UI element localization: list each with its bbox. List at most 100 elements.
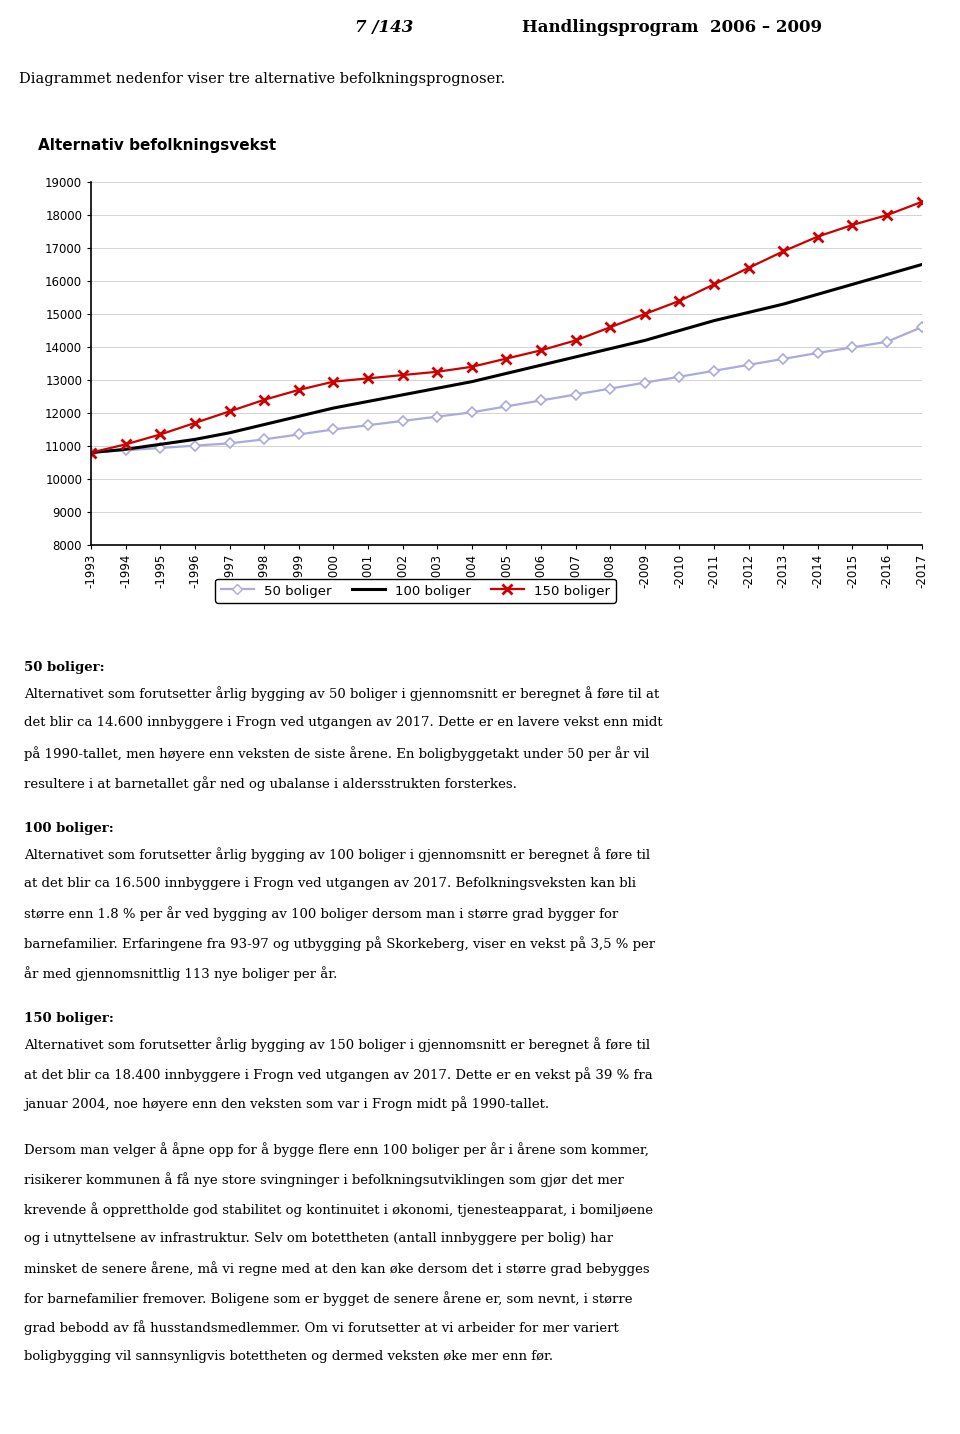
Text: på 1990-tallet, men høyere enn veksten de siste årene. En boligbyggetakt under 5: på 1990-tallet, men høyere enn veksten d…: [24, 746, 649, 761]
Line: 150 boliger: 150 boliger: [86, 196, 926, 457]
Line: 100 boliger: 100 boliger: [91, 264, 922, 453]
Text: at det blir ca 16.500 innbyggere i Frogn ved utgangen av 2017. Befolkningsvekste: at det blir ca 16.500 innbyggere i Frogn…: [24, 876, 636, 889]
50 boliger: [847, 338, 858, 356]
50 boliger: [501, 397, 513, 414]
100 boliger: [362, 393, 373, 410]
50 boliger: [708, 363, 720, 380]
50 boliger: [258, 430, 270, 447]
Text: Dersom man velger å åpne opp for å bygge flere enn 100 boliger per år i årene so: Dersom man velger å åpne opp for å bygge…: [24, 1143, 649, 1157]
100 boliger: [396, 386, 408, 403]
Text: for barnefamilier fremover. Boligene som er bygget de senere årene er, som nevnt: for barnefamilier fremover. Boligene som…: [24, 1291, 633, 1306]
Text: Alternativet som forutsetter årlig bygging av 100 boliger i gjennomsnitt er bere: Alternativet som forutsetter årlig byggi…: [24, 847, 650, 862]
Text: Alternativet som forutsetter årlig bygging av 50 boliger i gjennomsnitt er bereg: Alternativet som forutsetter årlig byggi…: [24, 687, 660, 701]
150 boliger: [293, 381, 304, 399]
Text: krevende å opprettholde god stabilitet og kontinuitet i økonomi, tjenesteapparat: krevende å opprettholde god stabilitet o…: [24, 1202, 653, 1216]
100 boliger: [536, 357, 547, 374]
150 boliger: [639, 305, 651, 323]
Text: 100 boliger:: 100 boliger:: [24, 822, 113, 835]
50 boliger: [536, 391, 547, 409]
Text: større enn 1.8 % per år ved bygging av 100 boliger dersom man i større grad bygg: større enn 1.8 % per år ved bygging av 1…: [24, 906, 618, 921]
100 boliger: [501, 364, 513, 381]
150 boliger: [536, 341, 547, 358]
150 boliger: [327, 373, 339, 390]
150 boliger: [570, 331, 582, 348]
100 boliger: [605, 340, 616, 357]
Text: barnefamilier. Erfaringene fra 93-97 og utbygging på Skorkeberg, viser en vekst : barnefamilier. Erfaringene fra 93-97 og …: [24, 936, 655, 951]
Text: Alternativet som forutsetter årlig bygging av 150 boliger i gjennomsnitt er bere: Alternativet som forutsetter årlig byggi…: [24, 1037, 650, 1053]
150 boliger: [847, 217, 858, 234]
Text: risikerer kommunen å få nye store svingninger i befolkningsutviklingen som gjør : risikerer kommunen å få nye store svingn…: [24, 1172, 624, 1187]
Text: januar 2004, noe høyere enn den veksten som var i Frogn midt på 1990-tallet.: januar 2004, noe høyere enn den veksten …: [24, 1097, 549, 1111]
Text: Alternativ befolkningsvekst: Alternativ befolkningsvekst: [37, 139, 276, 153]
100 boliger: [258, 416, 270, 433]
100 boliger: [708, 313, 720, 330]
100 boliger: [327, 400, 339, 417]
50 boliger: [570, 386, 582, 403]
100 boliger: [570, 348, 582, 366]
100 boliger: [639, 331, 651, 348]
50 boliger: [155, 439, 166, 456]
100 boliger: [466, 373, 477, 390]
Text: 50 boliger:: 50 boliger:: [24, 661, 105, 674]
50 boliger: [224, 435, 235, 452]
150 boliger: [812, 228, 824, 245]
50 boliger: [778, 350, 789, 367]
100 boliger: [431, 380, 443, 397]
100 boliger: [224, 424, 235, 442]
100 boliger: [916, 255, 927, 272]
150 boliger: [778, 242, 789, 260]
150 boliger: [189, 414, 201, 432]
50 boliger: [396, 413, 408, 430]
Text: boligbygging vil sannsynligvis botettheten og dermed veksten øke mer enn før.: boligbygging vil sannsynligvis botetthet…: [24, 1351, 553, 1364]
150 boliger: [396, 367, 408, 384]
150 boliger: [258, 391, 270, 409]
Text: minsket de senere årene, må vi regne med at den kan øke dersom det i større grad: minsket de senere årene, må vi regne med…: [24, 1262, 649, 1276]
50 boliger: [85, 445, 97, 462]
50 boliger: [812, 344, 824, 361]
50 boliger: [466, 404, 477, 422]
Text: det blir ca 14.600 innbyggere i Frogn ved utgangen av 2017. Dette er en lavere v: det blir ca 14.600 innbyggere i Frogn ve…: [24, 716, 662, 730]
50 boliger: [293, 426, 304, 443]
Line: 50 boliger: 50 boliger: [87, 324, 925, 456]
150 boliger: [708, 275, 720, 293]
50 boliger: [189, 437, 201, 455]
150 boliger: [155, 426, 166, 443]
100 boliger: [778, 295, 789, 313]
100 boliger: [812, 285, 824, 303]
150 boliger: [605, 318, 616, 336]
150 boliger: [466, 358, 477, 376]
Text: 7 /143: 7 /143: [355, 19, 413, 36]
Text: Handlingsprogram  2006 – 2009: Handlingsprogram 2006 – 2009: [522, 19, 822, 36]
100 boliger: [120, 440, 132, 457]
50 boliger: [743, 356, 755, 373]
150 boliger: [85, 445, 97, 462]
150 boliger: [674, 293, 685, 310]
100 boliger: [674, 321, 685, 338]
150 boliger: [120, 436, 132, 453]
Text: 150 boliger:: 150 boliger:: [24, 1012, 113, 1025]
Text: at det blir ca 18.400 innbyggere i Frogn ved utgangen av 2017. Dette er en vekst: at det blir ca 18.400 innbyggere i Frogn…: [24, 1067, 653, 1081]
Text: og i utnyttelsene av infrastruktur. Selv om botettheten (antall innbyggere per b: og i utnyttelsene av infrastruktur. Selv…: [24, 1232, 612, 1245]
150 boliger: [362, 370, 373, 387]
Legend: 50 boliger, 100 boliger, 150 boliger: 50 boliger, 100 boliger, 150 boliger: [215, 579, 615, 602]
150 boliger: [916, 194, 927, 211]
150 boliger: [224, 403, 235, 420]
50 boliger: [916, 318, 927, 336]
100 boliger: [881, 265, 893, 282]
50 boliger: [605, 380, 616, 397]
50 boliger: [362, 417, 373, 435]
150 boliger: [431, 363, 443, 380]
100 boliger: [155, 436, 166, 453]
100 boliger: [847, 275, 858, 293]
150 boliger: [501, 350, 513, 367]
50 boliger: [639, 374, 651, 391]
100 boliger: [189, 430, 201, 447]
50 boliger: [327, 420, 339, 437]
50 boliger: [431, 409, 443, 426]
Text: resultere i at barnetallet går ned og ubalanse i aldersstrukten forsterkes.: resultere i at barnetallet går ned og ub…: [24, 776, 516, 790]
50 boliger: [674, 369, 685, 386]
150 boliger: [743, 260, 755, 277]
Text: år med gjennomsnittlig 113 nye boliger per år.: år med gjennomsnittlig 113 nye boliger p…: [24, 965, 337, 981]
50 boliger: [881, 333, 893, 350]
150 boliger: [881, 206, 893, 224]
